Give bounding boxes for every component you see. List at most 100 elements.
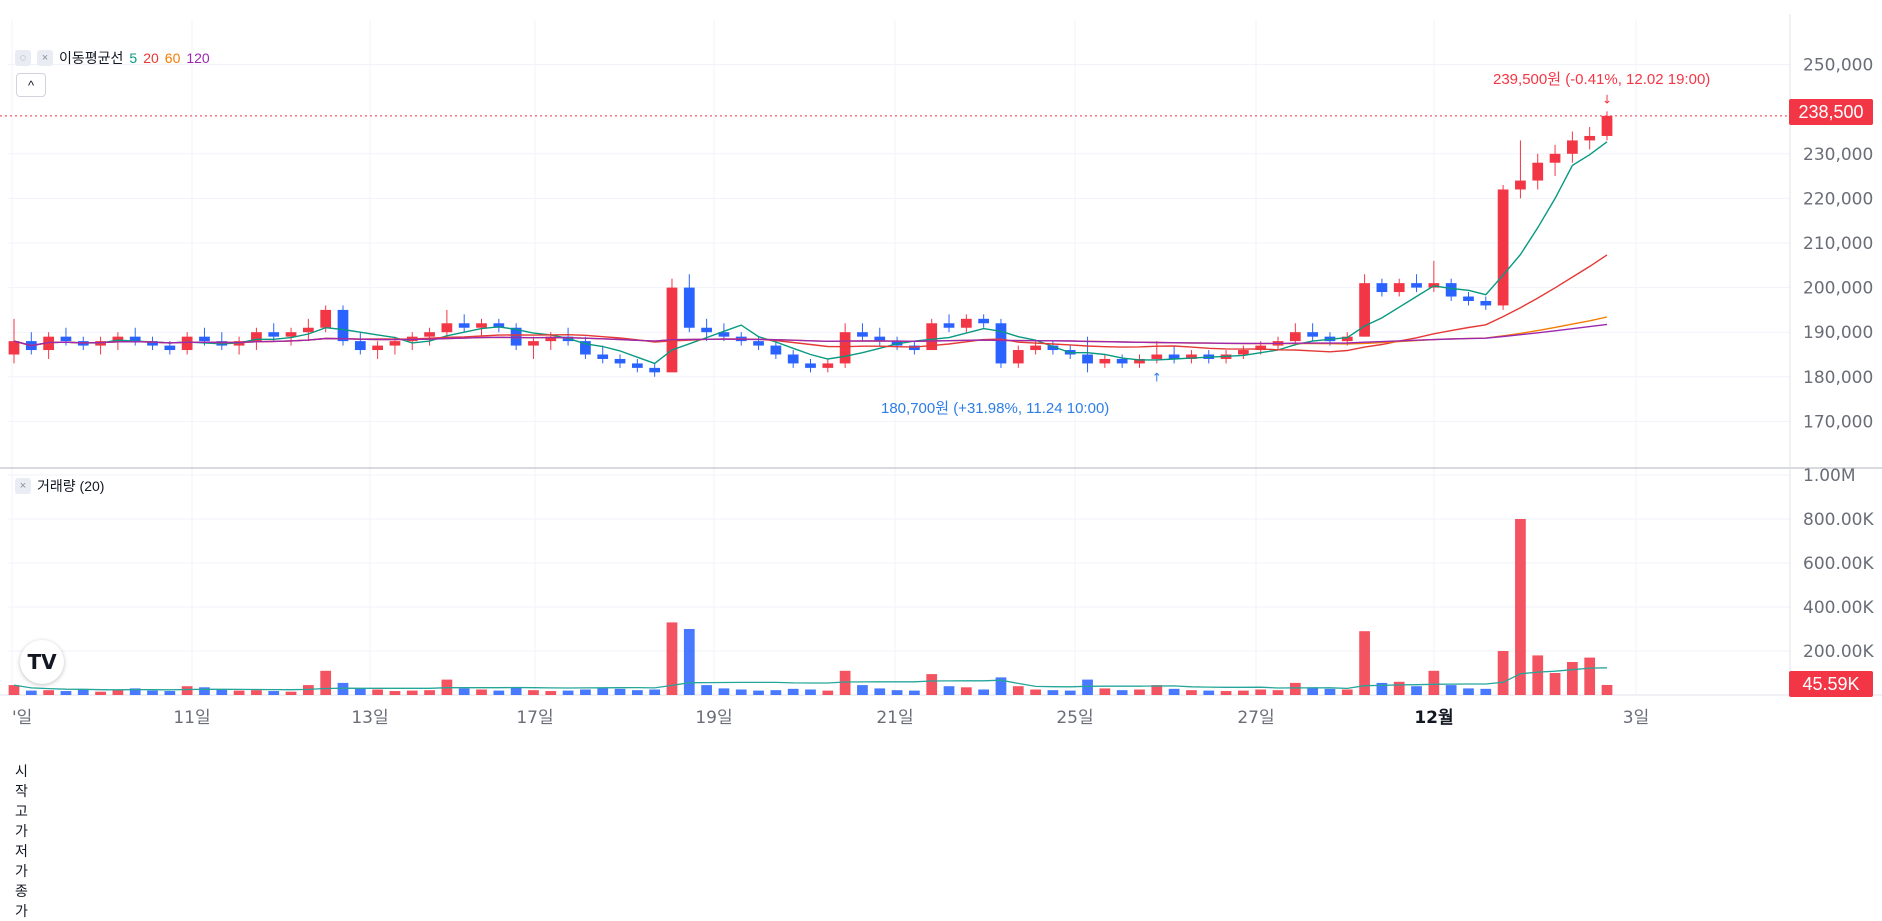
volume-bar [1515,519,1526,695]
candle-body [199,336,210,342]
volume-bar [1238,690,1249,695]
candle-body [787,354,799,364]
candle-body [839,332,851,364]
volume-bar [1549,673,1561,695]
volume-bar [1116,690,1128,695]
eye-hide-icon[interactable]: ◌ [15,50,31,66]
volume-tick-label: 600.00K [1803,554,1874,574]
candle-body [112,336,124,342]
candle-body [857,332,868,337]
volume-bar [112,690,124,695]
volume-bar [1064,690,1076,695]
volume-bar [1099,688,1111,695]
candle-body [1341,336,1353,342]
candle-body [268,332,280,337]
candle-body [1082,354,1093,364]
close-icon[interactable]: × [37,50,53,66]
volume-bar [1289,682,1301,695]
candle-body [718,332,730,337]
volume-bar [389,691,401,695]
candle-body [441,323,453,333]
candle-body [805,363,816,368]
volume-bar [1445,685,1457,695]
volume-bar [614,688,626,695]
candle-body [1012,350,1024,364]
volume-bar [1012,686,1024,695]
volume-bar [701,685,712,695]
volume-tick-label: 1.00M [1803,466,1856,486]
candle-body [978,318,990,324]
volume-bar [1428,670,1440,695]
high-arrow-icon: ↓ [1602,92,1612,106]
ma60-period: 60 [164,50,181,66]
volume-bar [943,686,955,695]
volume-bar [1047,690,1059,695]
candle-body [476,323,487,328]
time-tick-label: 17일 [516,708,553,728]
volume-bar [1463,688,1474,695]
volume-bar [1030,689,1041,695]
volume-bar [909,690,920,695]
volume-bar [25,690,37,695]
candle-body [666,287,678,373]
volume-bar [1497,651,1509,695]
volume-bar [1411,686,1422,695]
time-tick-label: 21일 [876,708,913,728]
candle-body [1134,358,1145,364]
volume-bar [233,690,245,695]
volume-bar [216,689,228,695]
low-arrow-icon: ↑ [1152,370,1162,384]
price-tick-label: 210,000 [1803,234,1873,254]
volume-bar [95,691,106,695]
candle-body [995,323,1007,364]
candle-body [909,345,920,351]
candle-body [631,363,643,368]
time-tick-label: 3일 [1623,708,1649,728]
volume-bar [1567,662,1578,695]
candle-body [1549,153,1561,163]
candle-body [1376,283,1388,293]
volume-bar [251,690,262,695]
volume-bar [424,690,435,695]
price-volume-chart[interactable]: ↓ ↑ 250,000 230,000 220,000 210,000 200,000 190… [0,0,1882,734]
volume-bar [1341,689,1353,695]
candle-body [1584,135,1596,141]
volume-bar [8,685,20,695]
close-icon[interactable]: × [15,478,31,494]
candle-body [580,341,591,355]
candle-body [943,323,955,328]
high-price-annotation: 239,500원 (-0.41%, 12.02 19:00) [1493,71,1711,88]
collapse-legend-button[interactable]: ^ [16,73,46,97]
volume-bar [372,689,383,695]
volume-bar [1203,690,1215,695]
candle-body [8,341,20,355]
volume-bar [268,691,280,695]
volume-bar [787,688,799,695]
volume-bar [649,689,661,695]
volume-bar [1151,685,1163,695]
volume-bar [199,687,210,695]
volume-bar [1168,688,1180,695]
candle-body [1393,283,1405,293]
volume-bar [43,690,54,695]
ma5-period: 5 [129,50,138,66]
volume-bar [528,690,539,695]
volume-legend: × 거래량 (20) [15,476,104,496]
candle-body [251,332,262,342]
tradingview-logo[interactable]: TV [20,640,64,684]
candle-body [1515,180,1526,190]
candle-body [1116,358,1128,364]
volume-bar [683,629,695,695]
last-volume-tag: 45.59K [1789,671,1873,697]
candle-body [1168,354,1180,359]
volume-bar [1307,687,1319,695]
chevron-up-icon: ^ [27,77,35,93]
candle-body [597,354,609,359]
volume-bar [1393,681,1405,695]
candle-body [874,336,886,342]
volume-bar [1134,689,1145,695]
candle-body [528,341,539,346]
candle-body [1238,350,1249,355]
candle-body [753,341,764,346]
